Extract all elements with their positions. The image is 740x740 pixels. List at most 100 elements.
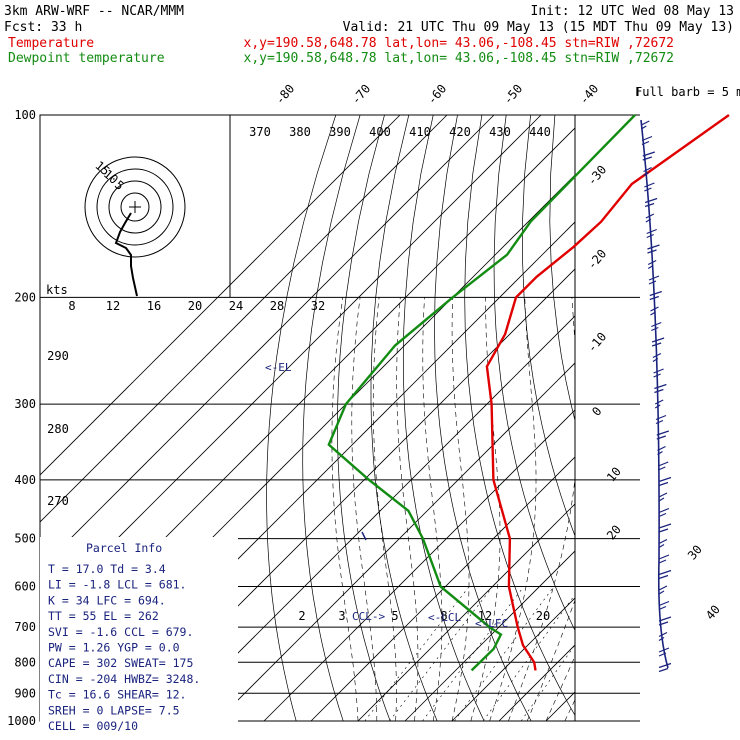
- pressure-label-100: 100: [14, 108, 36, 122]
- mixing-ratio-label: 5: [391, 609, 398, 623]
- temperature-legend: Temperature: [8, 36, 94, 51]
- wind-barb: [658, 585, 668, 595]
- wind-barb: [643, 166, 652, 177]
- wind-barb: [654, 383, 667, 394]
- dry-adiabat-line: [370, 115, 438, 721]
- wind-barb: [658, 523, 672, 533]
- profile-lines: <-EL CCL-> <-LCL <-LFC: [265, 114, 730, 672]
- model-title: 3km ARW-WRF -- NCAR/MMM: [4, 4, 184, 19]
- isotherm-line: [357, 503, 575, 721]
- wind-barb: [644, 182, 655, 192]
- wind-barb: [658, 538, 668, 549]
- temperature-location: x,y=190.58,648.78 lat,lon= 43.06,-108.45…: [244, 36, 674, 51]
- wind-barb: [653, 368, 664, 378]
- wind-barb: [657, 445, 666, 456]
- hodograph-ring: [108, 180, 162, 234]
- theta-label: 420: [449, 125, 471, 139]
- background-grid: [39, 114, 640, 722]
- isotherm-line: [451, 597, 575, 721]
- speed-unit-label: kts: [46, 283, 68, 297]
- wind-barb: [658, 662, 672, 673]
- wind-barb: [650, 306, 659, 316]
- isotherm-line: [40, 115, 495, 570]
- wind-barb: [658, 600, 670, 611]
- speed-tick-label: 16: [147, 299, 161, 313]
- moist-adiabat-line: [422, 297, 443, 721]
- dry-adiabat-line: [493, 115, 575, 632]
- wind-barb: [641, 135, 653, 146]
- dry-adiabat-line: [434, 115, 532, 721]
- pressure-label-400: 400: [14, 473, 36, 487]
- parcel-info-row: LI = -1.8 LCL = 681.: [48, 578, 186, 592]
- dry-adiabat-line: [549, 115, 575, 423]
- pressure-label-1000: 1000: [7, 714, 36, 728]
- barb-legend: Full barb = 5 m s⁻¹: [635, 85, 740, 99]
- pressure-label-800: 800: [14, 655, 36, 669]
- hodograph-origin: [129, 201, 141, 213]
- isotherm-line: [40, 115, 448, 523]
- parcel-info-row: CIN = -204 HWBZ= 3248.: [48, 672, 200, 686]
- wind-barb: [658, 631, 668, 642]
- wind-barb: [658, 554, 670, 564]
- ccl-marker: CCL->: [352, 610, 385, 623]
- dewpoint-profile: [327, 114, 636, 672]
- wind-barb: [646, 228, 657, 239]
- isotherm-line: [40, 115, 401, 476]
- wind-barb: [651, 321, 662, 332]
- hodograph-ring: [120, 192, 150, 222]
- wind-barb: [658, 507, 670, 518]
- dewpoint-legend: Dewpoint temperature: [8, 51, 165, 66]
- init-time: Init: 12 UTC Wed 08 May 13: [531, 4, 735, 19]
- theta-label: 410: [409, 125, 431, 139]
- parcel-info-row: SVI = -1.6 CCL = 679.: [48, 625, 193, 639]
- wind-barb: [658, 569, 672, 580]
- pressure-label-700: 700: [14, 620, 36, 634]
- speed-tick-label: 32: [311, 299, 325, 313]
- pressure-label-900: 900: [14, 686, 36, 700]
- wind-barb: [654, 399, 664, 409]
- parcel-info-row: CAPE = 302 SWEAT= 175: [48, 656, 193, 670]
- wind-barb: [658, 647, 670, 657]
- forecast-hour: Fcst: 33 h: [4, 20, 82, 35]
- dry-adiabats: [266, 115, 575, 721]
- wind-barb: [652, 352, 662, 363]
- wind-barb: [655, 414, 667, 425]
- dry-adiabat-line: [337, 115, 391, 721]
- dry-adiabat-line: [464, 115, 575, 717]
- wind-barb: [648, 275, 660, 285]
- plot-frame: [39, 114, 576, 722]
- theta-label-low: 270: [47, 494, 69, 508]
- wind-barb: [658, 461, 669, 471]
- moist-adiabat-line: [526, 599, 575, 721]
- mixing-ratio-label: 8: [440, 609, 447, 623]
- theta-label-low: 290: [47, 349, 69, 363]
- el-marker: <-EL: [265, 361, 292, 374]
- wind-barb: [658, 492, 668, 502]
- mixing-ratio-label: 20: [536, 609, 550, 623]
- parcel-info-row: Tc = 16.6 SHEAR= 12.: [48, 688, 186, 702]
- parcel-info-row: T = 17.0 Td = 3.4: [48, 562, 166, 576]
- speed-tick-label: 20: [188, 299, 202, 313]
- hodograph-ring: [96, 168, 174, 246]
- hodograph-ring: [84, 156, 186, 258]
- dewpoint-location: x,y=190.58,648.78 lat,lon= 43.06,-108.45…: [244, 51, 674, 66]
- wind-barb: [640, 120, 650, 130]
- pressure-label-300: 300: [14, 397, 36, 411]
- dry-adiabat-line: [302, 115, 361, 721]
- parcel-info-row: TT = 55 EL = 262: [48, 609, 159, 623]
- speed-tick-label: 12: [106, 299, 120, 313]
- isotherm-line: [216, 362, 575, 721]
- lcl-marker: <-LCL: [428, 611, 461, 624]
- pressure-label-600: 600: [14, 580, 36, 594]
- wind-barb: [644, 197, 658, 208]
- wind-barb: [658, 616, 672, 626]
- wind-barb: [651, 337, 665, 347]
- speed-tick-label: 8: [68, 299, 75, 313]
- parcel-info-row: PW = 1.26 YGP = 0.0: [48, 641, 180, 655]
- theta-label: 390: [329, 125, 351, 139]
- hodograph-trace: [114, 212, 138, 297]
- wind-barb: [658, 476, 672, 487]
- parcel-info-row: K = 34 LFC = 694.: [48, 593, 166, 607]
